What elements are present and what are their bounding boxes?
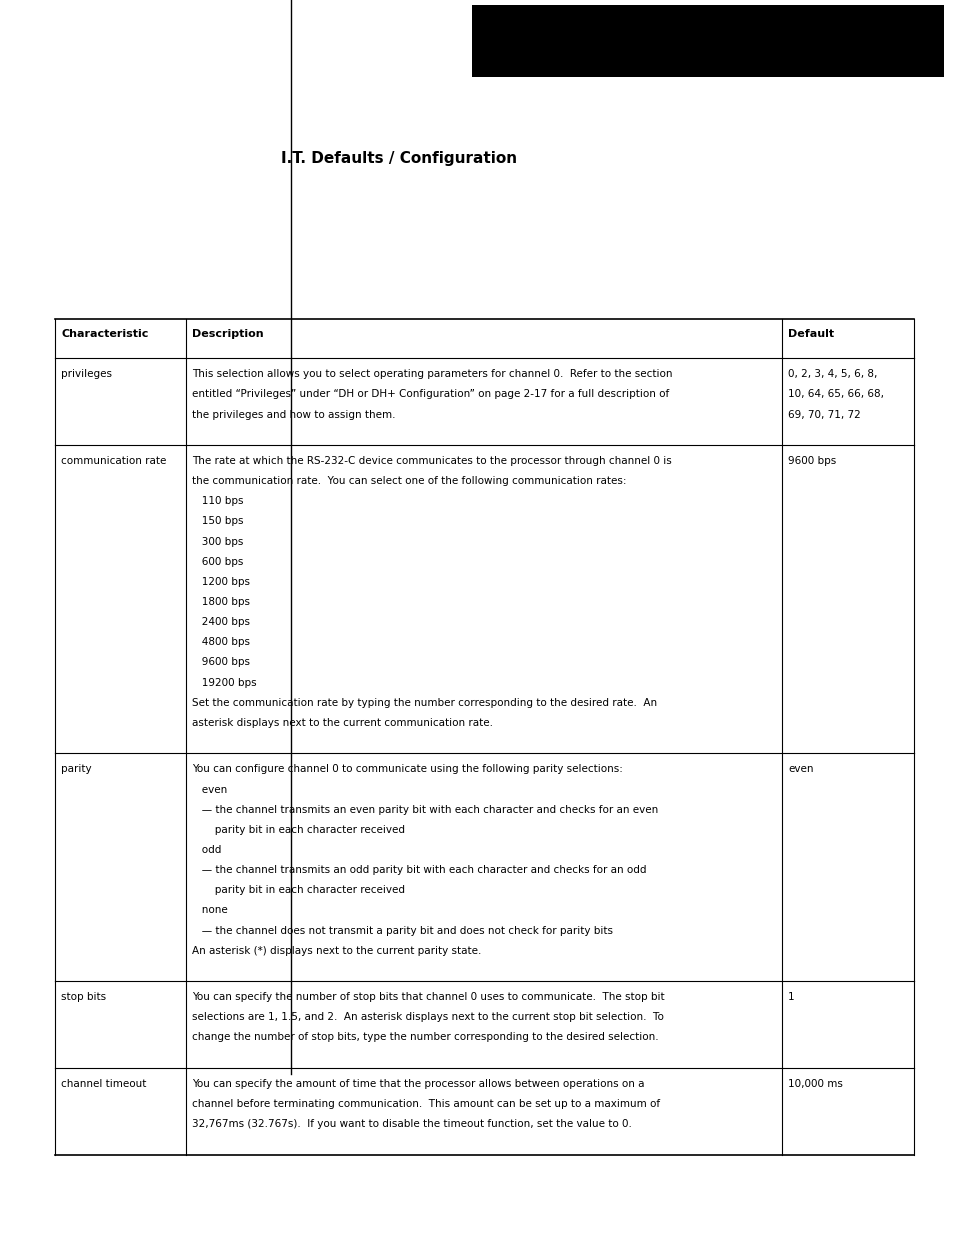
Text: parity bit in each character received: parity bit in each character received xyxy=(192,825,404,835)
Text: channel before terminating communication.  This amount can be set up to a maximu: channel before terminating communication… xyxy=(192,1099,659,1109)
Text: You can configure channel 0 to communicate using the following parity selections: You can configure channel 0 to communica… xyxy=(192,764,622,774)
Text: Description: Description xyxy=(192,329,263,338)
Text: Characteristic: Characteristic xyxy=(61,329,149,338)
Text: parity bit in each character received: parity bit in each character received xyxy=(192,885,404,895)
Text: Configuring the Scanner through LIST: Configuring the Scanner through LIST xyxy=(484,44,735,58)
Text: 2400 bps: 2400 bps xyxy=(192,618,250,627)
Text: 9600 bps: 9600 bps xyxy=(192,657,250,667)
Text: 300 bps: 300 bps xyxy=(192,537,243,547)
Text: 19200 bps: 19200 bps xyxy=(192,678,256,688)
Text: even: even xyxy=(787,764,813,774)
Text: 150 bps: 150 bps xyxy=(192,516,243,526)
Text: I.T. Defaults / Configuration: I.T. Defaults / Configuration xyxy=(281,151,517,165)
Text: Default: Default xyxy=(787,329,833,338)
Text: selections are 1, 1.5, and 2.  An asterisk displays next to the current stop bit: selections are 1, 1.5, and 2. An asteris… xyxy=(192,1013,663,1023)
Text: the privileges and how to assign them.: the privileges and how to assign them. xyxy=(192,410,395,420)
Text: 600 bps: 600 bps xyxy=(192,557,243,567)
Text: entitled “Privileges” under “DH or DH+ Configuration” on page 2-17 for a full de: entitled “Privileges” under “DH or DH+ C… xyxy=(192,389,668,399)
Text: 1200 bps: 1200 bps xyxy=(192,577,250,587)
Text: 32,767ms (32.767s).  If you want to disable the timeout function, set the value : 32,767ms (32.767s). If you want to disab… xyxy=(192,1119,631,1129)
Text: The rate at which the RS-232-C device communicates to the processor through chan: The rate at which the RS-232-C device co… xyxy=(192,456,671,466)
Text: none: none xyxy=(192,905,227,915)
Text: You can specify the amount of time that the processor allows between operations : You can specify the amount of time that … xyxy=(192,1079,643,1089)
Text: 69, 70, 71, 72: 69, 70, 71, 72 xyxy=(787,410,860,420)
Text: An asterisk (*) displays next to the current parity state.: An asterisk (*) displays next to the cur… xyxy=(192,946,480,956)
Text: stop bits: stop bits xyxy=(61,992,106,1002)
Text: parity: parity xyxy=(61,764,91,774)
Text: 0, 2, 3, 4, 5, 6, 8,: 0, 2, 3, 4, 5, 6, 8, xyxy=(787,369,877,379)
Text: change the number of stop bits, type the number corresponding to the desired sel: change the number of stop bits, type the… xyxy=(192,1032,658,1042)
Text: 4800 bps: 4800 bps xyxy=(192,637,250,647)
Text: — the channel transmits an even parity bit with each character and checks for an: — the channel transmits an even parity b… xyxy=(192,805,658,815)
Text: 10, 64, 65, 66, 68,: 10, 64, 65, 66, 68, xyxy=(787,389,883,399)
Text: 1800 bps: 1800 bps xyxy=(192,597,250,608)
Text: odd: odd xyxy=(192,845,221,855)
Text: 110 bps: 110 bps xyxy=(192,496,243,506)
Text: asterisk displays next to the current communication rate.: asterisk displays next to the current co… xyxy=(192,718,493,727)
Text: 9600 bps: 9600 bps xyxy=(787,456,836,466)
Text: even: even xyxy=(192,784,227,794)
Text: privileges: privileges xyxy=(61,369,112,379)
Text: You can specify the number of stop bits that channel 0 uses to communicate.  The: You can specify the number of stop bits … xyxy=(192,992,663,1002)
Text: channel timeout: channel timeout xyxy=(61,1079,146,1089)
Text: This selection allows you to select operating parameters for channel 0.  Refer t: This selection allows you to select oper… xyxy=(192,369,672,379)
Text: Set the communication rate by typing the number corresponding to the desired rat: Set the communication rate by typing the… xyxy=(192,698,657,708)
Text: communication rate: communication rate xyxy=(61,456,166,466)
Bar xyxy=(472,5,943,77)
Text: the communication rate.  You can select one of the following communication rates: the communication rate. You can select o… xyxy=(192,477,625,487)
Text: — the channel does not transmit a parity bit and does not check for parity bits: — the channel does not transmit a parity… xyxy=(192,925,612,936)
Text: Chapter  2: Chapter 2 xyxy=(484,15,571,30)
Text: 10,000 ms: 10,000 ms xyxy=(787,1079,842,1089)
Text: 1: 1 xyxy=(787,992,794,1002)
Text: — the channel transmits an odd parity bit with each character and checks for an : — the channel transmits an odd parity bi… xyxy=(192,864,645,876)
